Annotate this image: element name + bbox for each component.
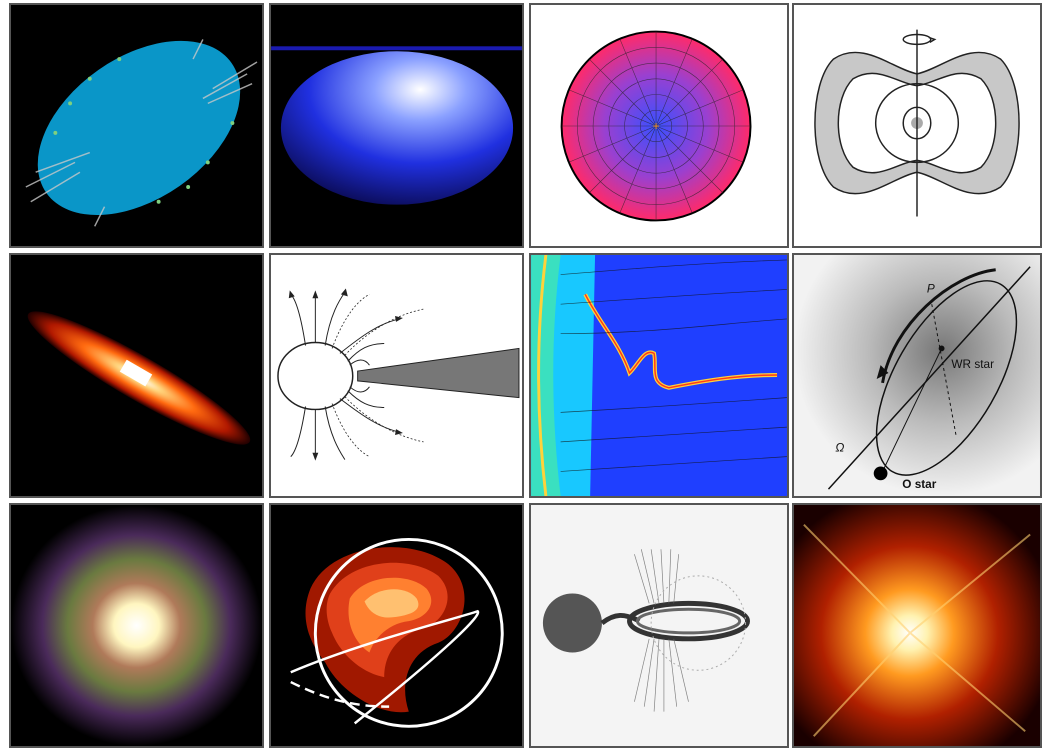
panel-binary-orbit: P WR star Ω O star: [792, 253, 1042, 498]
bright-star-render: [794, 505, 1040, 746]
panel-flow-simulation: [529, 253, 789, 498]
panel-glowing-star-halo: [9, 503, 264, 748]
contour-nebula-diagram: [290, 537, 504, 728]
gridded-disk-diagram: +: [560, 30, 752, 222]
orbit-label-p: P: [927, 281, 935, 295]
svg-text:+: +: [653, 119, 660, 133]
panel-gridded-disk: +: [529, 3, 789, 248]
blue-star-render: [271, 46, 522, 205]
panel-blue-rotating-star: [269, 3, 524, 248]
orbit-label-wr-star: WR star: [951, 357, 994, 371]
magnetosphere-diagram: [277, 288, 520, 461]
bipolar-simulation-render: [542, 549, 750, 712]
panel-bipolar-simulation: [529, 503, 789, 748]
glowing-star-render: [11, 505, 262, 746]
panel-oblate-star-blue-ellipse: [9, 3, 264, 248]
orbit-label-o-star: O star: [902, 477, 937, 491]
panel-contour-nebula: [269, 503, 524, 748]
panel-edge-on-disk-image: [9, 253, 264, 498]
rotating-star-contour-diagram: [814, 29, 1020, 217]
panel-magnetic-field-lines: [269, 253, 524, 498]
edge-on-disk-render: [27, 311, 251, 445]
flow-simulation-render: [531, 255, 787, 496]
panel-rotating-star-contours: [792, 3, 1042, 248]
panel-bright-star-glow: [792, 503, 1042, 748]
oblate-star-illustration: [25, 39, 258, 227]
binary-orbit-diagram: P WR star Ω O star: [794, 255, 1040, 496]
orbit-label-omega: Ω: [835, 441, 844, 455]
